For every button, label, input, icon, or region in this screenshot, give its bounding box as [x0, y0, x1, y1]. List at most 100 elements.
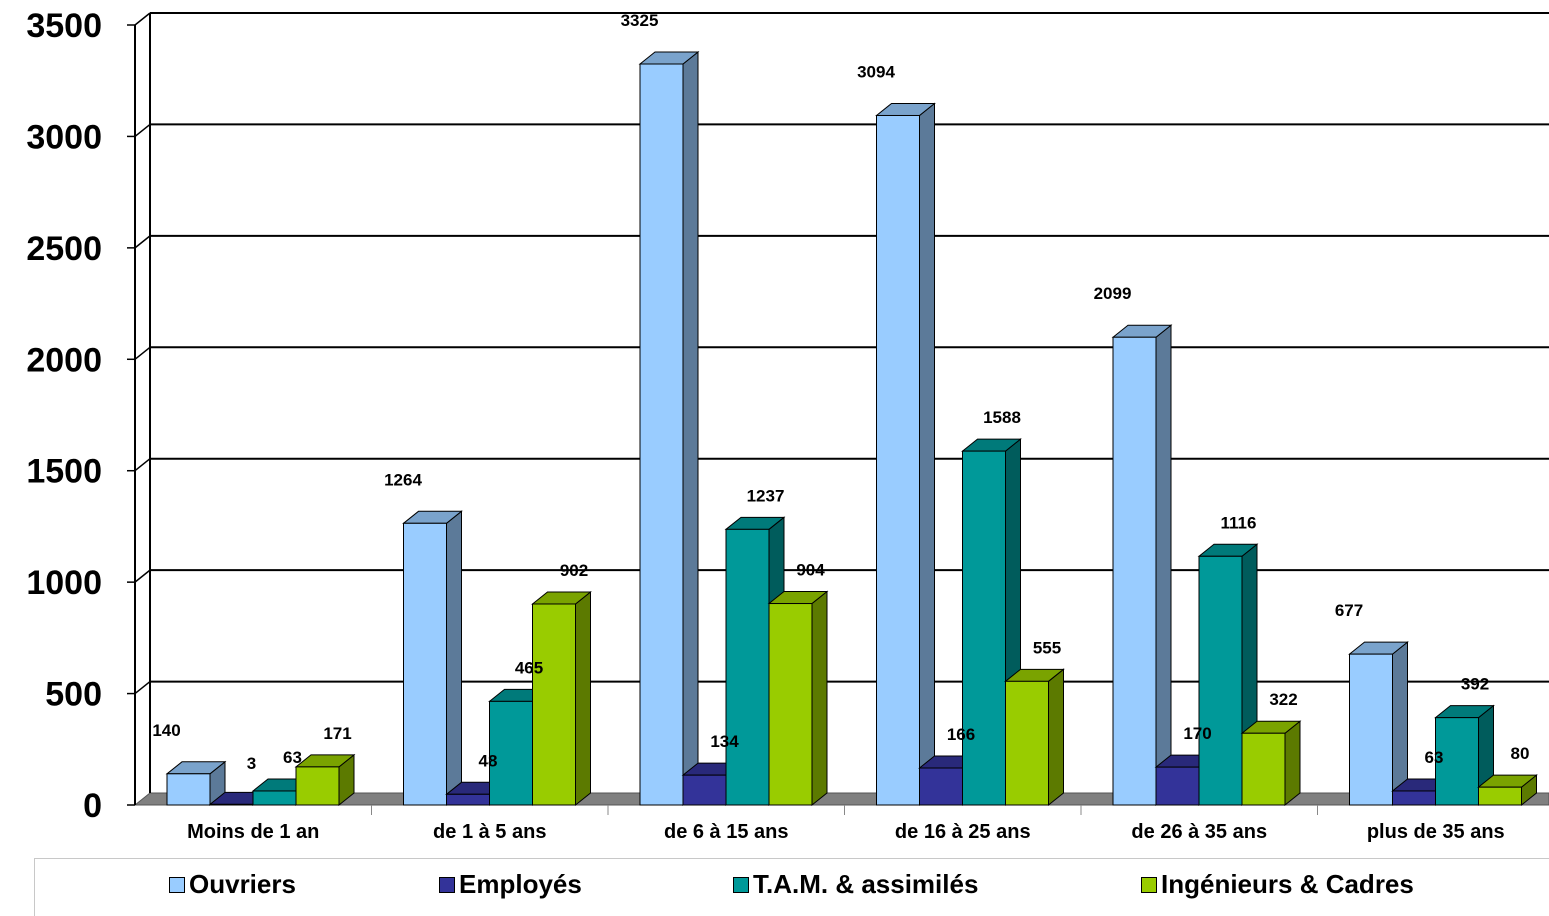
bar-side — [811, 590, 828, 807]
bar-side — [682, 50, 699, 807]
bar-front — [1392, 790, 1436, 806]
data-label: 3325 — [621, 11, 659, 30]
bar-front — [1112, 336, 1157, 806]
y-axis: 0 500 1000 1500 2000 2500 3000 3500 — [26, 7, 136, 825]
legend-label-tam: T.A.M. & assimilés — [753, 869, 979, 899]
legend-label-ingenieurs: Ingénieurs & Cadres — [1161, 869, 1414, 899]
bar-front — [639, 63, 684, 806]
legend-swatch-ingenieurs — [1141, 876, 1157, 893]
bar-front — [1349, 653, 1393, 806]
bar-front — [725, 528, 770, 806]
bar-front — [446, 793, 490, 806]
legend-swatch-employes — [439, 876, 455, 893]
data-label: 392 — [1461, 675, 1489, 694]
bar-side — [1048, 668, 1064, 807]
x-tick-label: de 26 à 35 ans — [1131, 821, 1267, 843]
data-label: 2099 — [1094, 284, 1132, 303]
legend-swatch-tam — [733, 876, 749, 893]
bar — [767, 590, 829, 807]
legend-swatch-ouvriers — [169, 876, 185, 893]
legend-item-ingenieurs: Ingénieurs & Cadres — [1141, 869, 1414, 900]
data-label: 1264 — [384, 470, 422, 489]
data-label: 677 — [1335, 601, 1363, 620]
bar-front — [768, 603, 813, 806]
bar-side — [575, 590, 591, 807]
bar — [1348, 641, 1409, 807]
legend-label-ouvriers: Ouvriers — [189, 869, 296, 899]
bar-front — [295, 766, 340, 806]
legend-item-ouvriers: Ouvriers — [169, 869, 296, 900]
gridline-side — [134, 346, 151, 360]
bar — [165, 760, 227, 807]
bar — [1240, 720, 1302, 807]
bar-front — [532, 603, 576, 806]
x-tick-label: de 1 à 5 ans — [433, 821, 546, 843]
bar-front — [1198, 555, 1243, 806]
legend-label-employes: Employés — [459, 869, 582, 899]
x-tick-label: Moins de 1 an — [187, 821, 319, 843]
bar-front — [1155, 766, 1200, 806]
gridlines — [133, 12, 1549, 806]
bar-front — [252, 790, 297, 806]
bar-front — [1005, 680, 1049, 806]
gridline-side — [134, 123, 151, 138]
data-label: 80 — [1511, 744, 1530, 763]
bar-front — [1478, 786, 1522, 806]
data-label: 902 — [560, 561, 588, 580]
gridline-side — [134, 680, 151, 695]
data-label: 1116 — [1221, 513, 1257, 532]
data-label: 322 — [1269, 690, 1297, 709]
x-tick-label: de 6 à 15 ans — [664, 821, 789, 843]
bar-side — [446, 510, 462, 807]
y-tick-label: 3500 — [26, 7, 102, 45]
legend: Ouvriers Employés T.A.M. & assimilés Ing… — [34, 858, 1549, 916]
bar-side — [1155, 324, 1172, 807]
data-label: 170 — [1183, 724, 1211, 743]
bar-front — [1241, 732, 1286, 806]
gridline-side — [134, 12, 151, 26]
data-label: 904 — [796, 561, 825, 580]
data-label: 1588 — [983, 408, 1021, 427]
bar-front — [1435, 717, 1479, 806]
data-label: 63 — [283, 748, 302, 767]
bar-front — [403, 522, 447, 806]
y-tick-label: 1500 — [26, 453, 102, 491]
bar-front — [166, 773, 211, 806]
bar — [1004, 668, 1065, 807]
gridline-side — [134, 458, 151, 472]
data-label: 171 — [323, 724, 351, 743]
data-label: 1237 — [747, 486, 785, 505]
y-tick-label: 500 — [45, 676, 102, 714]
data-label: 465 — [515, 658, 543, 677]
bar — [638, 50, 700, 807]
data-labels: 140 3 63 171 1264 48 465 902 3325 134 1237 904 3094 1… — [152, 11, 1529, 773]
y-tick-label: 2000 — [26, 341, 102, 379]
y-tick-label: 0 — [83, 787, 102, 825]
bar — [875, 102, 936, 807]
data-label: 166 — [947, 725, 975, 744]
bar-front — [962, 450, 1006, 806]
bar — [1477, 774, 1538, 807]
legend-item-tam: T.A.M. & assimilés — [733, 869, 978, 900]
data-label: 3094 — [857, 62, 895, 81]
bar — [531, 590, 592, 807]
bar-front — [682, 774, 727, 806]
y-tick-label: 3000 — [26, 118, 102, 156]
bar-front — [489, 700, 533, 806]
bar-front — [876, 114, 920, 806]
y-tick-label: 2500 — [26, 230, 102, 268]
bar — [402, 510, 463, 807]
x-tick-label: de 16 à 25 ans — [895, 821, 1031, 843]
bars — [165, 50, 1538, 807]
bar-side — [919, 102, 935, 807]
bar-side — [1284, 720, 1301, 807]
bar — [294, 753, 356, 807]
data-label: 140 — [152, 721, 180, 740]
bar — [1111, 324, 1173, 807]
x-axis-labels: Moins de 1 an de 1 à 5 ans de 6 à 15 ans de… — [187, 805, 1505, 843]
legend-item-employes: Employés — [439, 869, 582, 900]
x-tick-label: plus de 35 ans — [1367, 821, 1505, 843]
data-label: 3 — [247, 754, 256, 773]
bar-front — [209, 803, 254, 806]
